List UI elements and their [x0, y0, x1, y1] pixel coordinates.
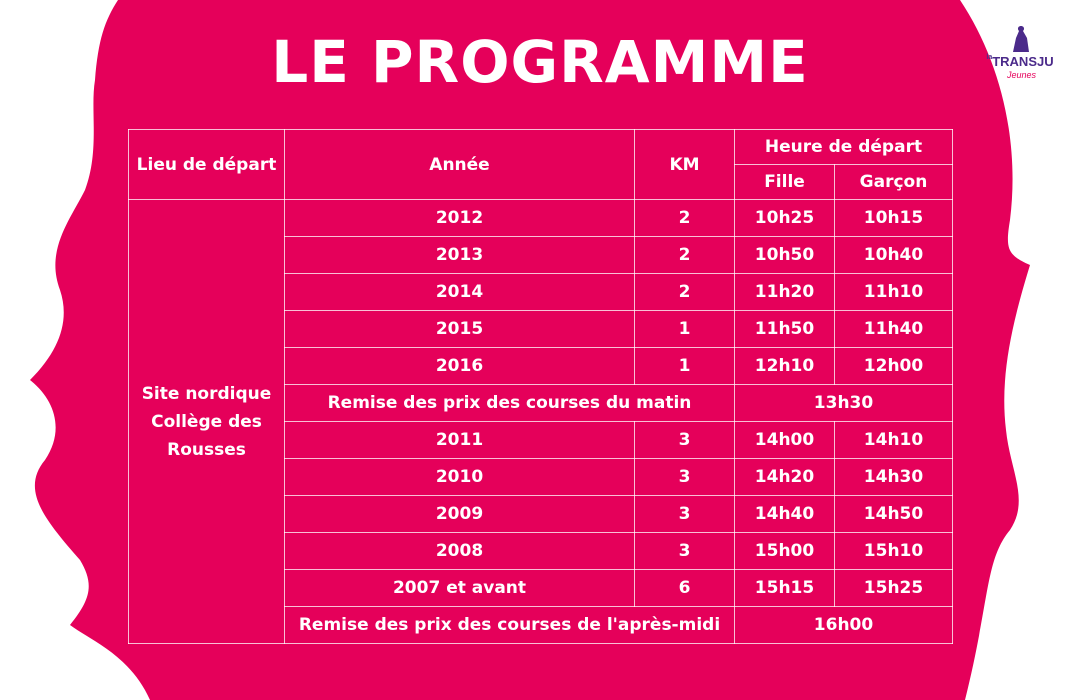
- table-row-remise: Remise des prix des courses du matin 13h…: [129, 384, 954, 422]
- header-garcon: Garçon: [833, 164, 954, 200]
- fille-cell: 14h20: [734, 458, 835, 496]
- km-cell: 3: [634, 458, 735, 496]
- table-row: 2011 3 14h00 14h10: [129, 421, 954, 459]
- annee-cell: 2012: [284, 199, 635, 237]
- annee-cell: 2011: [284, 421, 635, 459]
- lieu-cell: Site nordique Collège des Rousses: [128, 199, 285, 644]
- annee-cell: 2014: [284, 273, 635, 311]
- garcon-cell: 10h15: [833, 199, 954, 237]
- header-km: KM: [634, 129, 735, 200]
- km-cell: 3: [634, 532, 735, 570]
- table-row: 2014 2 11h20 11h10: [129, 273, 954, 311]
- km-cell: 2: [634, 273, 735, 311]
- garcon-cell: 14h30: [833, 458, 954, 496]
- table-row: 2013 2 10h50 10h40: [129, 236, 954, 274]
- km-cell: 3: [634, 495, 735, 533]
- table-row: 2015 1 11h50 11h40: [129, 310, 954, 348]
- garcon-cell: 15h10: [833, 532, 954, 570]
- garcon-cell: 14h50: [833, 495, 954, 533]
- header-lieu: Lieu de départ: [128, 129, 285, 200]
- annee-cell: 2007 et avant: [284, 569, 635, 607]
- header-heure: Heure de départ: [733, 129, 954, 165]
- remise-heure-cell: 13h30: [733, 384, 954, 422]
- program-table: Lieu de départ Année KM Heure de départ …: [128, 129, 954, 644]
- garcon-cell: 11h10: [833, 273, 954, 311]
- fille-cell: 11h20: [734, 273, 835, 311]
- remise-cell: Remise des prix des courses du matin: [284, 384, 735, 422]
- transju-logo: laTRANSJU Jeunes: [985, 24, 1055, 104]
- annee-cell: 2016: [284, 347, 635, 385]
- header-annee: Année: [284, 129, 635, 200]
- remise-cell: Remise des prix des courses de l'après-m…: [284, 606, 735, 644]
- annee-cell: 2010: [284, 458, 635, 496]
- garcon-cell: 11h40: [833, 310, 954, 348]
- annee-cell: 2013: [284, 236, 635, 274]
- fille-cell: 14h00: [734, 421, 835, 459]
- logo-sub: Jeunes: [1007, 70, 1037, 80]
- annee-cell: 2015: [284, 310, 635, 348]
- table-row-remise: Remise des prix des courses de l'après-m…: [129, 606, 954, 644]
- fille-cell: 12h10: [734, 347, 835, 385]
- fille-cell: 14h40: [734, 495, 835, 533]
- skier-icon: [1013, 26, 1029, 52]
- fille-cell: 15h15: [734, 569, 835, 607]
- remise-heure-cell: 16h00: [733, 606, 954, 644]
- logo-brand: laTRANSJU: [986, 54, 1054, 69]
- fille-cell: 10h50: [734, 236, 835, 274]
- annee-cell: 2008: [284, 532, 635, 570]
- km-cell: 1: [634, 347, 735, 385]
- garcon-cell: 15h25: [833, 569, 954, 607]
- km-cell: 3: [634, 421, 735, 459]
- page-title: LE PROGRAMME: [271, 28, 809, 96]
- km-cell: 1: [634, 310, 735, 348]
- garcon-cell: 10h40: [833, 236, 954, 274]
- table-row: 2010 3 14h20 14h30: [129, 458, 954, 496]
- table-row: Site nordique Collège des Rousses 2012 2…: [128, 199, 954, 644]
- km-cell: 2: [634, 236, 735, 274]
- table-row: 2008 3 15h00 15h10: [129, 532, 954, 570]
- garcon-cell: 12h00: [833, 347, 954, 385]
- km-cell: 6: [634, 569, 735, 607]
- table-row: 2009 3 14h40 14h50: [129, 495, 954, 533]
- header-fille: Fille: [734, 164, 835, 200]
- fille-cell: 11h50: [734, 310, 835, 348]
- fille-cell: 15h00: [734, 532, 835, 570]
- km-cell: 2: [634, 199, 735, 237]
- fille-cell: 10h25: [734, 199, 835, 237]
- annee-cell: 2009: [284, 495, 635, 533]
- table-row: 2016 1 12h10 12h00: [129, 347, 954, 385]
- garcon-cell: 14h10: [833, 421, 954, 459]
